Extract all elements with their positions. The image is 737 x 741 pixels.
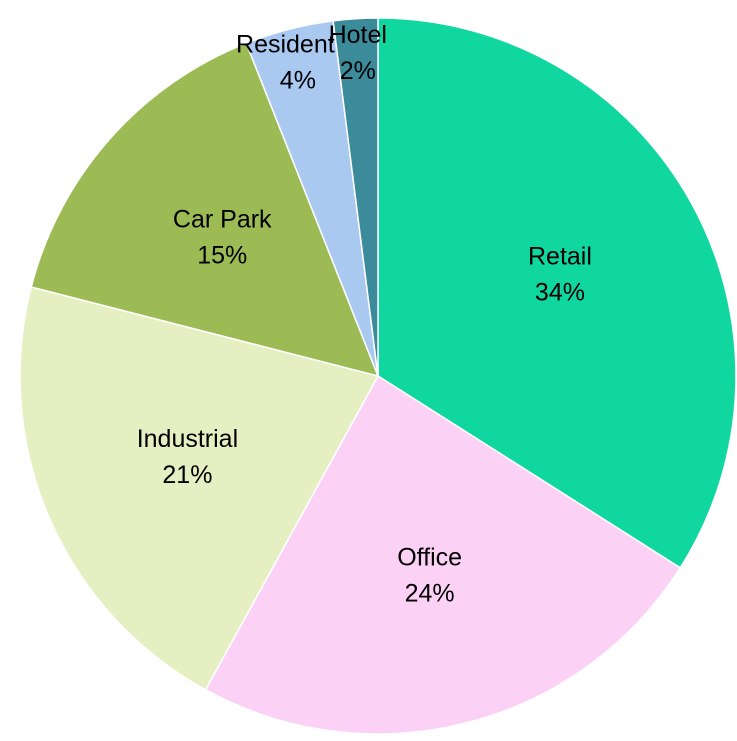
value-label: 15% bbox=[197, 241, 247, 269]
pie-slice bbox=[19, 286, 380, 691]
value-label: 34% bbox=[535, 279, 585, 307]
value-label: 21% bbox=[162, 461, 212, 489]
slice-label: Retail bbox=[528, 243, 592, 271]
slice-label: Car Park bbox=[173, 205, 272, 233]
pie-slice bbox=[30, 42, 380, 378]
value-label: 24% bbox=[405, 580, 455, 608]
pie-slice bbox=[332, 17, 379, 377]
slice-label: Industrial bbox=[137, 425, 238, 453]
pie-slice bbox=[204, 374, 682, 735]
value-label: 2% bbox=[340, 57, 376, 85]
pie-slice bbox=[377, 17, 737, 569]
value-label: 4% bbox=[280, 67, 316, 95]
slice-label: Office bbox=[397, 544, 462, 572]
slice-label: Hotel bbox=[329, 21, 387, 49]
